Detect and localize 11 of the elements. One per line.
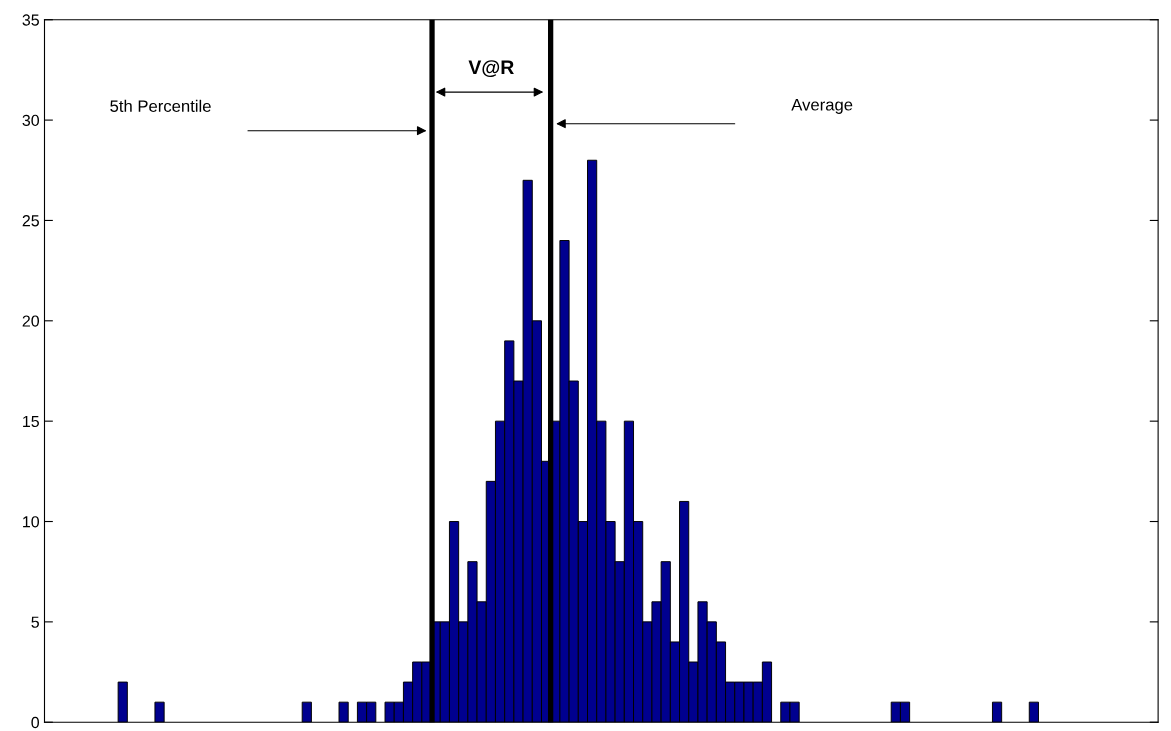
y-tick-label: 25 (22, 215, 39, 227)
annotation: Average (791, 98, 853, 114)
y-tick-label: 20 (22, 315, 40, 327)
y-tick-label: 30 (22, 114, 40, 127)
y-tick-label: 10 (23, 516, 40, 528)
y-tick-label: 35 (22, 14, 39, 26)
y-tick-label: 5 (31, 616, 39, 628)
annotation: V@R (468, 60, 514, 78)
y-tick-label: 0 (31, 716, 40, 729)
y-tick-label: 15 (23, 415, 39, 428)
annotation: 5th Percentile (110, 99, 211, 113)
